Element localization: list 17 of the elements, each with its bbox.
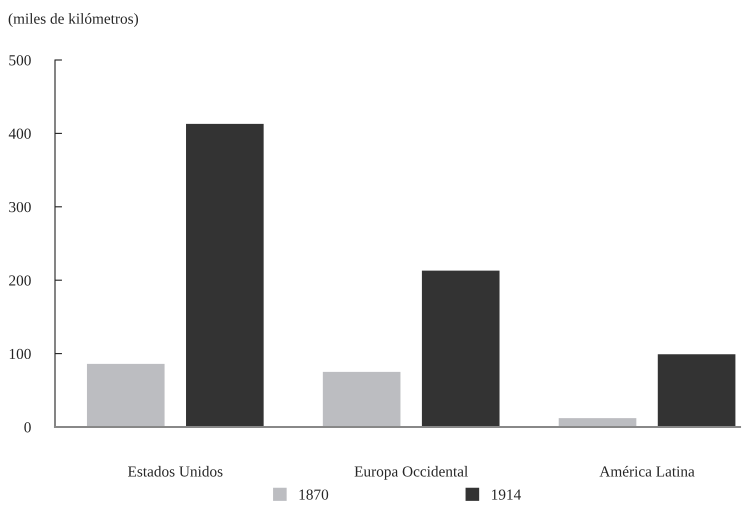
x-tick-label: Estados Unidos	[128, 466, 222, 477]
y-tick-label: 0	[24, 422, 31, 432]
x-tick-label: Europa Occidental	[354, 466, 468, 480]
legend-label: 1870	[300, 489, 328, 500]
y-tick-label: 300	[9, 202, 31, 212]
bar	[420, 269, 501, 427]
bar	[184, 122, 266, 427]
x-tick-label: América Latina	[599, 466, 695, 477]
y-tick-label: 100	[10, 348, 31, 360]
y-tick-label: 200	[9, 275, 31, 286]
y-tick-label: 500	[9, 55, 31, 66]
y-tick-label: 400	[8, 128, 31, 139]
legend-label: 1914	[492, 489, 522, 500]
bar	[321, 370, 402, 427]
bar	[86, 362, 166, 427]
bar	[656, 352, 737, 427]
y-axis-title: (miles de kilómetros)	[8, 13, 138, 27]
